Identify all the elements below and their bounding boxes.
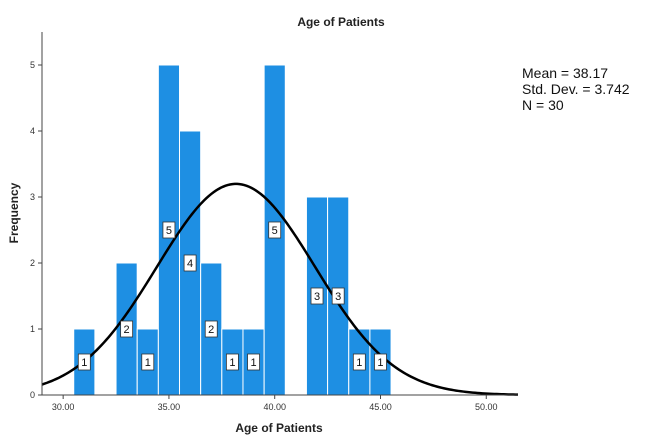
bars — [73, 64, 392, 396]
bar-count-label: 2 — [204, 320, 218, 338]
x-tick-label: 50.00 — [475, 402, 498, 412]
bar-count-label-box — [352, 353, 366, 371]
bar-count-label: 1 — [352, 353, 366, 371]
bar-count-label: 1 — [374, 353, 387, 371]
bar-count-label-box — [310, 287, 324, 305]
data-labels: 1 2 1 5 4 2 1 1 5 3 3 1 1 — [77, 221, 387, 371]
y-axis-label: Frequency — [7, 182, 21, 243]
bar-count-label: 1 — [225, 353, 239, 371]
bar-count-label: 1 — [247, 353, 260, 371]
bar-count-label-box — [374, 353, 387, 371]
stats-std-dev: Std. Dev. = 3.742 — [522, 81, 630, 97]
bar-count-label-box — [204, 320, 218, 338]
bar-count-label-box — [162, 221, 176, 239]
bar-count-label-box — [225, 353, 239, 371]
y-tick-label: 4 — [30, 126, 35, 136]
bar-count-label: 2 — [120, 320, 134, 338]
bar-count-label-text: 1 — [81, 357, 87, 369]
bar-count-label-text: 3 — [335, 291, 341, 303]
bar-count-label-box — [331, 287, 345, 305]
bar-count-label-text: 5 — [166, 225, 172, 237]
bar-count-label-box — [77, 353, 91, 371]
bar-count-label: 1 — [141, 353, 155, 371]
bar-count-label-box — [247, 353, 260, 371]
bar-count-label-text: 4 — [187, 258, 193, 270]
bar-count-label: 5 — [162, 221, 176, 239]
bar-count-label: 1 — [77, 353, 91, 371]
bar-count-label-box — [141, 353, 155, 371]
x-axis: 30.00 35.00 40.00 45.00 50.00 — [52, 395, 498, 412]
x-tick-label: 35.00 — [158, 402, 181, 412]
y-tick-label: 2 — [30, 258, 35, 268]
bar-count-label-text: 2 — [208, 324, 214, 336]
bar-count-label-text: 5 — [272, 225, 278, 237]
bar-count-label-text: 1 — [377, 357, 383, 369]
x-tick-label: 30.00 — [52, 402, 75, 412]
chart-title: Age of Patients — [297, 15, 385, 29]
bar-count-label-text: 1 — [356, 357, 362, 369]
y-axis: 0 1 2 3 4 5 — [30, 60, 42, 400]
y-tick-label: 3 — [30, 192, 35, 202]
stats-box: Mean = 38.17 Std. Dev. = 3.742 N = 30 — [522, 65, 630, 113]
stats-n: N = 30 — [522, 97, 564, 113]
x-axis-label: Age of Patients — [235, 421, 323, 435]
bar-count-label: 4 — [183, 254, 197, 272]
y-tick-label: 5 — [30, 60, 35, 70]
bar-count-label-text: 1 — [145, 357, 151, 369]
bar-count-label-text: 1 — [250, 357, 256, 369]
bar-count-label-text: 1 — [229, 357, 235, 369]
stats-mean: Mean = 38.17 — [522, 65, 608, 81]
bar-count-label-box — [268, 221, 282, 239]
x-tick-label: 45.00 — [369, 402, 392, 412]
x-tick-label: 40.00 — [263, 402, 286, 412]
bar-count-label-text: 2 — [124, 324, 130, 336]
y-tick-label: 1 — [30, 324, 35, 334]
bar-count-label: 5 — [268, 221, 282, 239]
y-tick-label: 0 — [30, 390, 35, 400]
bar-count-label-text: 3 — [314, 291, 320, 303]
bar-count-label-box — [120, 320, 134, 338]
bar-count-label: 3 — [331, 287, 345, 305]
bar-count-label-box — [183, 254, 197, 272]
bar-count-label: 3 — [310, 287, 324, 305]
